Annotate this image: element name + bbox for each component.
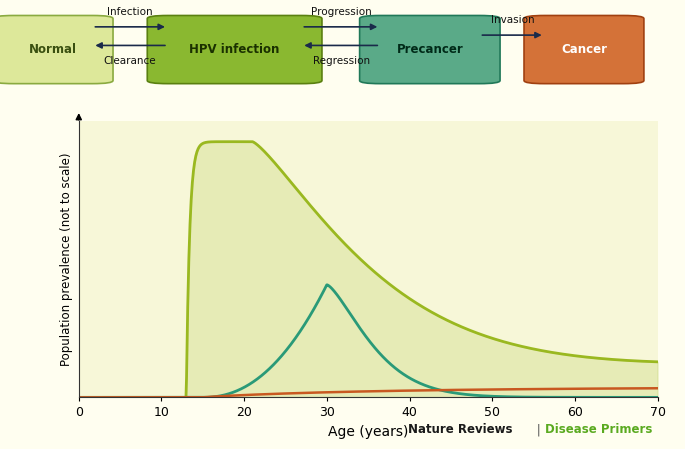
FancyBboxPatch shape bbox=[360, 16, 500, 84]
FancyBboxPatch shape bbox=[524, 16, 644, 84]
Text: Cancer: Cancer bbox=[561, 43, 607, 56]
Text: Progression: Progression bbox=[311, 7, 371, 17]
Y-axis label: Population prevalence (not to scale): Population prevalence (not to scale) bbox=[60, 153, 73, 366]
Text: Disease Primers: Disease Primers bbox=[545, 423, 653, 436]
Text: Normal: Normal bbox=[29, 43, 77, 56]
Text: Invasion: Invasion bbox=[490, 15, 534, 25]
Text: Regression: Regression bbox=[312, 56, 370, 66]
X-axis label: Age (years): Age (years) bbox=[328, 425, 408, 439]
Text: Nature Reviews: Nature Reviews bbox=[408, 423, 512, 436]
FancyBboxPatch shape bbox=[0, 16, 113, 84]
FancyBboxPatch shape bbox=[147, 16, 322, 84]
Text: |: | bbox=[533, 423, 545, 436]
Text: Precancer: Precancer bbox=[397, 43, 463, 56]
Text: Infection: Infection bbox=[108, 7, 153, 17]
Text: HPV infection: HPV infection bbox=[190, 43, 279, 56]
Text: Clearance: Clearance bbox=[104, 56, 156, 66]
